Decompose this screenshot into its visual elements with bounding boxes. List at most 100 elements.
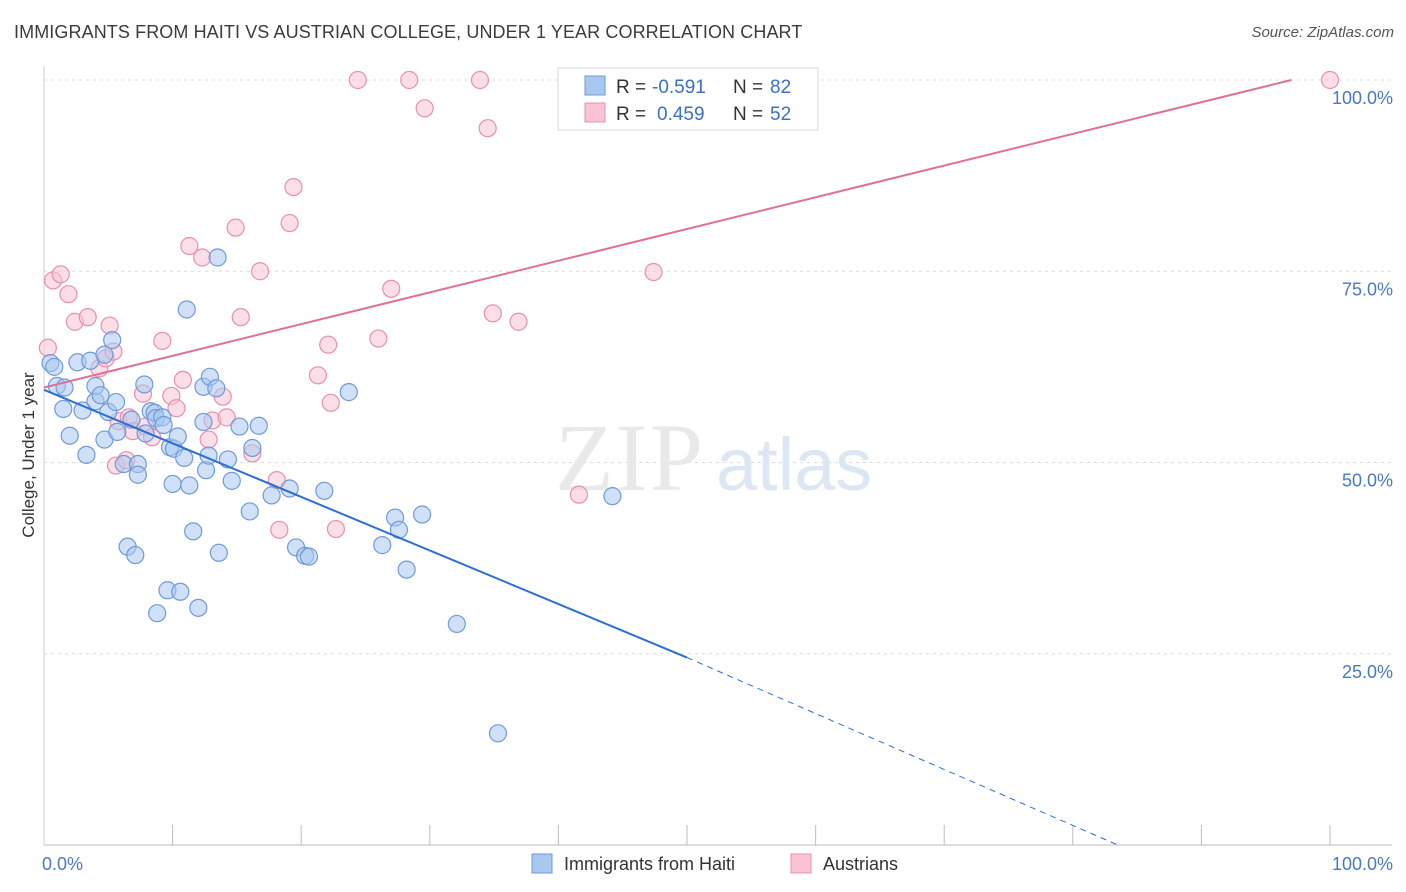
austria-trend-line — [43, 79, 1292, 389]
correlation-legend: R = -0.591 N = 82 R = 0.459 N = 52 — [557, 67, 819, 131]
haiti-point-57 — [249, 416, 268, 435]
chart-title: IMMIGRANTS FROM HAITI VS AUSTRIAN COLLEG… — [14, 22, 803, 42]
haiti-point-51 — [209, 543, 228, 562]
haiti-point-40 — [180, 476, 199, 495]
axes — [43, 66, 1392, 846]
haiti-point-18 — [106, 392, 126, 412]
haiti-point-54 — [230, 417, 249, 436]
austria-point-38 — [321, 393, 340, 412]
y-tick-label-0: 25.0% — [1342, 662, 1393, 682]
austria-point-48 — [509, 312, 528, 331]
austria-point-28 — [226, 218, 245, 237]
y-tick-label-1: 50.0% — [1342, 471, 1393, 491]
haiti-point-65 — [373, 536, 392, 555]
haiti-point-62 — [299, 547, 319, 566]
haiti-point-50 — [208, 248, 227, 267]
bottom-legend-swatch-austria — [790, 853, 812, 874]
watermark: ZIP atlas — [555, 404, 872, 511]
haiti-point-43 — [194, 412, 213, 432]
haiti-point-49 — [207, 379, 226, 398]
haiti-point-72 — [603, 487, 622, 506]
haiti-point-30 — [148, 604, 167, 623]
austria-point-50 — [644, 262, 663, 282]
haiti-point-58 — [262, 486, 281, 505]
haiti-point-13 — [95, 345, 114, 364]
legend-swatch-austria — [584, 102, 606, 123]
haiti-point-55 — [240, 502, 259, 521]
bottom-legend-swatch-haiti — [531, 853, 553, 874]
haiti-point-14 — [103, 331, 122, 350]
bottom-legend-label-austria: Austrians — [823, 854, 898, 874]
austria-point-40 — [348, 70, 367, 90]
legend-n-label-austria: N = — [733, 104, 763, 125]
source-label: Source: ZipAtlas.com — [1251, 24, 1394, 41]
austria-point-3 — [59, 285, 78, 304]
haiti-point-44 — [189, 598, 208, 617]
haiti-trend-line — [43, 388, 688, 659]
x-tick-label-0: 0.0% — [42, 854, 83, 874]
austria-point-34 — [280, 213, 299, 233]
haiti-point-42 — [184, 522, 203, 541]
austria-point-31 — [250, 262, 270, 281]
austria-point-49 — [569, 485, 589, 504]
austria-point-36 — [308, 366, 328, 385]
legend-r-value-haiti: -0.591 — [652, 77, 706, 98]
haiti-point-38 — [171, 582, 190, 601]
haiti-point-68 — [397, 560, 416, 579]
austria-point-43 — [400, 70, 419, 90]
y-tick-label-3: 100.0% — [1332, 88, 1393, 108]
haiti-point-4 — [60, 426, 79, 445]
haiti-point-1 — [45, 357, 64, 376]
haiti-point-17 — [108, 422, 127, 441]
austria-point-5 — [78, 308, 97, 327]
haiti-points — [41, 248, 622, 743]
haiti-trend-extension — [686, 657, 1119, 846]
svg-text:atlas: atlas — [716, 423, 872, 506]
haiti-point-26 — [135, 375, 154, 394]
bottom-legend-label-haiti: Immigrants from Haiti — [564, 854, 735, 874]
haiti-point-25 — [136, 424, 155, 443]
y-tick-label-2: 75.0% — [1342, 279, 1393, 299]
austria-point-37 — [319, 335, 338, 354]
austria-point-29 — [231, 308, 250, 327]
austria-point-42 — [382, 279, 401, 298]
legend-swatch-haiti — [584, 75, 606, 96]
haiti-point-24 — [128, 465, 147, 484]
austria-point-45 — [470, 70, 490, 90]
austria-point-51 — [1320, 70, 1340, 90]
austria-point-46 — [478, 119, 497, 138]
haiti-point-35 — [163, 474, 182, 494]
austria-point-47 — [483, 304, 502, 323]
haiti-point-71 — [488, 724, 508, 743]
grid-lines — [44, 79, 1392, 655]
series-legend: Immigrants from Haiti Austrians — [531, 853, 898, 874]
austria-point-21 — [173, 370, 192, 389]
haiti-point-56 — [243, 438, 262, 458]
austria-point-35 — [284, 178, 303, 197]
haiti-point-32 — [154, 415, 173, 435]
legend-n-value-austria: 52 — [770, 104, 791, 125]
austria-point-41 — [369, 329, 388, 348]
x-tick-label-1: 100.0% — [1332, 854, 1393, 874]
legend-r-value-austria: 0.459 — [657, 104, 705, 125]
austria-point-24 — [199, 430, 218, 449]
legend-n-label-haiti: N = — [733, 77, 763, 98]
haiti-point-63 — [315, 481, 334, 500]
austria-point-0 — [38, 338, 57, 357]
austria-point-23 — [193, 248, 212, 267]
haiti-point-39 — [175, 448, 194, 468]
austria-point-33 — [270, 520, 289, 539]
austria-point-22 — [180, 236, 199, 256]
haiti-point-3 — [54, 399, 73, 419]
tick-labels: 25.0% 50.0% 75.0% 100.0% 0.0% 100.0% — [42, 88, 1393, 874]
haiti-point-53 — [222, 471, 241, 490]
haiti-point-8 — [77, 445, 96, 464]
austria-point-27 — [217, 408, 236, 427]
austria-point-39 — [326, 519, 346, 539]
haiti-point-64 — [339, 383, 358, 402]
legend-n-value-haiti: 82 — [770, 77, 791, 98]
haiti-point-22 — [126, 545, 145, 565]
legend-r-label-haiti: R = — [616, 77, 646, 98]
austria-point-20 — [167, 399, 186, 418]
